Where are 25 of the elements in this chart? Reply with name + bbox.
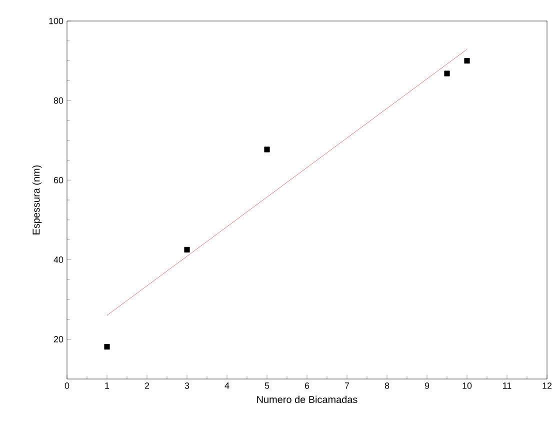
- x-tick-label: 5: [264, 382, 270, 389]
- y-tick-label: 60: [54, 176, 64, 184]
- x-tick-label: 9: [424, 382, 430, 389]
- x-tick-label: 7: [344, 382, 350, 389]
- x-tick-label: 6: [304, 382, 310, 389]
- x-tick-label: 8: [384, 382, 390, 389]
- x-tick-label: 2: [144, 382, 150, 389]
- point: [464, 58, 470, 64]
- point: [104, 344, 110, 350]
- y-axis-title: Espessura (nm): [32, 165, 42, 234]
- x-tick-label: 10: [462, 382, 472, 389]
- point: [264, 146, 270, 152]
- y-tick-label: 40: [54, 256, 64, 263]
- x-tick-label: 0: [64, 382, 70, 389]
- point: [184, 246, 190, 253]
- x-tick-label: 4: [224, 382, 230, 389]
- x-axis-title: Numero de Bicamadas: [257, 396, 358, 404]
- x-tick-label: 3: [184, 382, 190, 389]
- x-tick-label: 11: [503, 382, 512, 389]
- y-tick-label: 20: [54, 336, 64, 342]
- x-tick-label: 12: [542, 382, 552, 389]
- y-tick-label: 100: [49, 18, 64, 24]
- y-tick-label: 80: [54, 97, 64, 104]
- x-tick-label: 1: [105, 382, 110, 389]
- point: [444, 70, 450, 76]
